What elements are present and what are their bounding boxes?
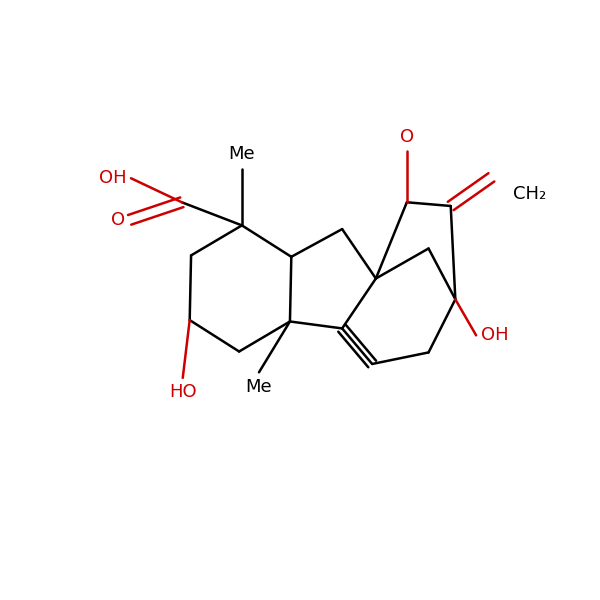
- Text: CH₂: CH₂: [513, 185, 547, 203]
- Text: O: O: [111, 211, 125, 229]
- Text: Me: Me: [245, 378, 272, 396]
- Text: HO: HO: [169, 383, 197, 401]
- Text: Me: Me: [229, 145, 255, 163]
- Text: O: O: [400, 128, 414, 146]
- Text: OH: OH: [481, 326, 508, 344]
- Text: OH: OH: [99, 169, 127, 187]
